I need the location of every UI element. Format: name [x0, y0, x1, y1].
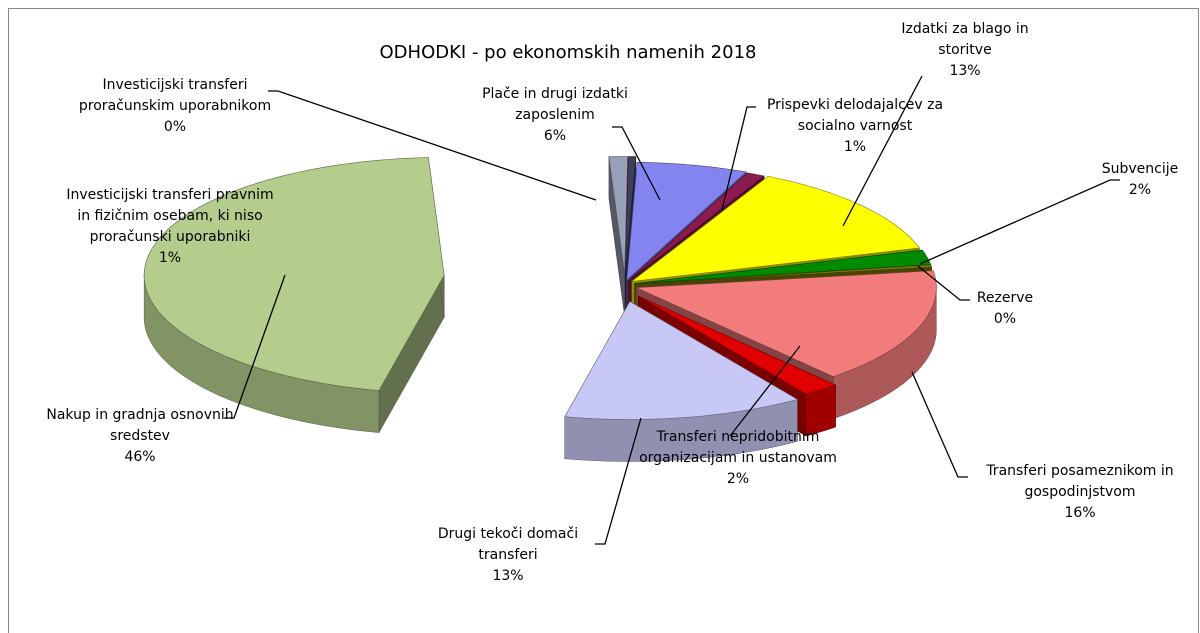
label-category: Transferi nepridobitnim organizacijam in…: [639, 429, 837, 466]
label-category: Rezerve: [976, 290, 1034, 306]
label-value: 1%: [158, 250, 182, 266]
slice-group: [564, 300, 799, 462]
pie-slice: [627, 172, 765, 282]
data-label: Transferi posameznikom in gospodinjstvom…: [965, 461, 1195, 524]
pie-slice: [634, 264, 933, 285]
leader-line: [612, 126, 661, 201]
slice-group: [143, 157, 445, 434]
pie-slice: [636, 270, 937, 377]
leader-line: [842, 75, 923, 227]
label-value: 2%: [726, 471, 750, 487]
label-category: Investicijski transferi proračunskim upo…: [78, 77, 272, 114]
label-value: 13%: [949, 63, 981, 79]
pie-slice: [625, 156, 637, 275]
data-label: Investicijski transferi pravnim in fizič…: [60, 185, 280, 269]
leader-line: [729, 345, 801, 437]
chart-frame: [8, 8, 1199, 633]
label-value: 2%: [1128, 182, 1152, 198]
label-value: 16%: [1064, 505, 1096, 521]
pie-slice: [564, 301, 799, 420]
pie-slice: [626, 161, 747, 281]
pie-slice: [608, 156, 628, 275]
label-category: Drugi tekoči domači transferi: [437, 526, 579, 563]
data-label: Prispevki delodajalcev za socialno varno…: [755, 95, 955, 158]
leader-line: [721, 106, 756, 211]
chart-title: ODHODKI - po ekonomskih namenih 2018: [379, 42, 757, 63]
label-value: 0%: [163, 119, 187, 135]
label-category: Izdatki za blago in storitve: [901, 21, 1029, 58]
data-label: Transferi nepridobitnim organizacijam in…: [628, 427, 848, 490]
label-value: 0%: [993, 311, 1017, 327]
label-category: Subvencije: [1101, 161, 1179, 177]
label-category: Plače in drugi izdatki zaposlenim: [482, 86, 628, 123]
label-value: 46%: [124, 449, 156, 465]
leader-line: [911, 371, 968, 478]
leader-line: [917, 265, 970, 301]
label-category: Nakup in gradnja osnovnih sredstev: [46, 407, 234, 444]
data-label: Izdatki za blago in storitve 13%: [895, 19, 1035, 82]
data-label: Nakup in gradnja osnovnih sredstev 46%: [45, 405, 235, 468]
pie-slice: [143, 157, 445, 391]
data-label: Rezerve 0%: [955, 288, 1055, 330]
data-label: Drugi tekoči domači transferi 13%: [413, 524, 603, 587]
data-label: Subvencije 2%: [1085, 159, 1195, 201]
data-label: Plače in drugi izdatki zaposlenim 6%: [468, 84, 643, 147]
label-category: Investicijski transferi pravnim in fizič…: [66, 187, 274, 245]
label-value: 13%: [492, 568, 524, 584]
label-category: Transferi posameznikom in gospodinjstvom: [986, 463, 1174, 500]
leader-line: [268, 90, 597, 201]
pie-slice: [630, 175, 920, 282]
data-label: Investicijski transferi proračunskim upo…: [75, 75, 275, 138]
pie-slice: [638, 295, 837, 395]
label-category: Prispevki delodajalcev za socialno varno…: [766, 97, 944, 134]
pie-slice: [634, 249, 932, 284]
leader-line: [919, 179, 1120, 265]
slice-group: [608, 156, 628, 317]
leader-line: [224, 274, 286, 419]
label-value: 1%: [843, 139, 867, 155]
label-value: 6%: [543, 128, 567, 144]
leader-line: [595, 417, 642, 545]
